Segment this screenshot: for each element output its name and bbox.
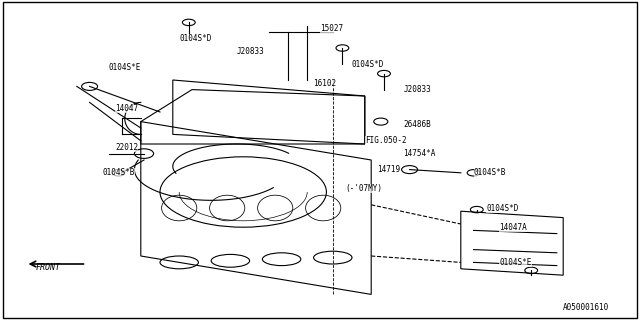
Text: 0104S*D: 0104S*D — [352, 60, 385, 68]
Text: 22012: 22012 — [115, 143, 138, 152]
Text: 14754*A: 14754*A — [403, 149, 436, 158]
Text: FRONT: FRONT — [35, 263, 61, 272]
Text: 0104S*E: 0104S*E — [499, 258, 532, 267]
Text: 26486B: 26486B — [403, 120, 431, 129]
Text: 0104S*B: 0104S*B — [102, 168, 135, 177]
Text: 14047: 14047 — [115, 104, 138, 113]
Text: 14047A: 14047A — [499, 223, 527, 232]
Text: 0104S*E: 0104S*E — [109, 63, 141, 72]
Text: A050001610: A050001610 — [563, 303, 609, 312]
Text: J20833: J20833 — [237, 47, 264, 56]
Text: 0104S*D: 0104S*D — [179, 34, 212, 43]
Text: 0104S*D: 0104S*D — [486, 204, 519, 212]
Text: 15027: 15027 — [320, 24, 343, 33]
Text: J20833: J20833 — [403, 85, 431, 94]
Text: FIG.050-2: FIG.050-2 — [365, 136, 406, 145]
Text: 16102: 16102 — [314, 79, 337, 88]
Text: 0104S*B: 0104S*B — [474, 168, 506, 177]
Text: (-'07MY): (-'07MY) — [346, 184, 383, 193]
Text: 14719: 14719 — [378, 165, 401, 174]
